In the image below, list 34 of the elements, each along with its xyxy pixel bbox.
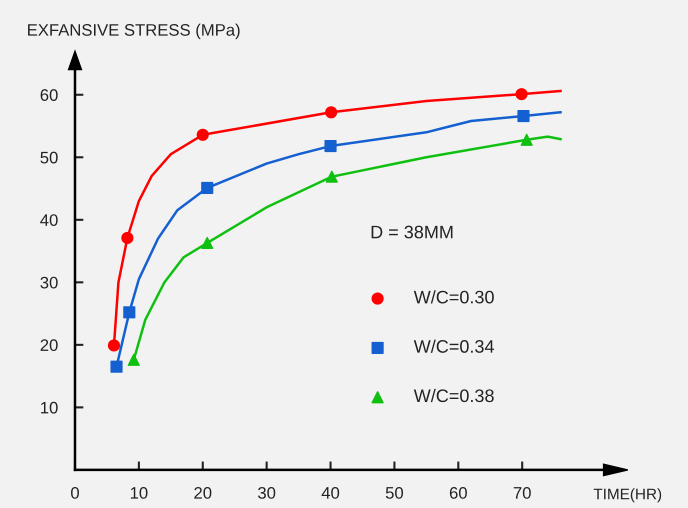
y-axis-title: EXFANSIVE STRESS (MPa) [28, 24, 240, 40]
legend-label: W/C=0.38 [414, 388, 494, 402]
y-tick-label: 10 [41, 402, 58, 414]
x-axis-title: TIME(HR) [594, 488, 662, 502]
annotation: D = 38MM [372, 226, 452, 238]
point [520, 134, 533, 146]
legend-label: W/C=0.30 [414, 290, 494, 304]
point [108, 339, 120, 352]
legend-label: W/C=0.34 [414, 340, 494, 353]
x-tick-label: 60 [450, 487, 467, 499]
point [517, 110, 530, 122]
x-tick-label: 50 [386, 487, 404, 499]
point [196, 128, 209, 141]
point [324, 140, 337, 152]
point [201, 236, 214, 250]
x-tick-label: 30 [258, 487, 276, 499]
y-tick-label: 50 [40, 152, 58, 164]
point [325, 106, 338, 118]
point [123, 306, 136, 318]
point [515, 88, 528, 100]
point [201, 182, 214, 194]
y-tick-label: 60 [40, 89, 58, 101]
y-tick-label: 40 [40, 214, 58, 226]
x-tick-label: 10 [130, 487, 148, 499]
x-tick-label: 40 [322, 487, 340, 499]
point [128, 354, 140, 366]
point [326, 170, 338, 183]
y-tick-label: 20 [40, 339, 58, 352]
y-tick-label: 30 [40, 276, 58, 289]
point [121, 232, 134, 244]
x-tick-label: 20 [194, 487, 212, 499]
x-tick-label: 0 [71, 487, 79, 499]
point [110, 360, 123, 373]
x-tick-label: 70 [514, 487, 531, 499]
